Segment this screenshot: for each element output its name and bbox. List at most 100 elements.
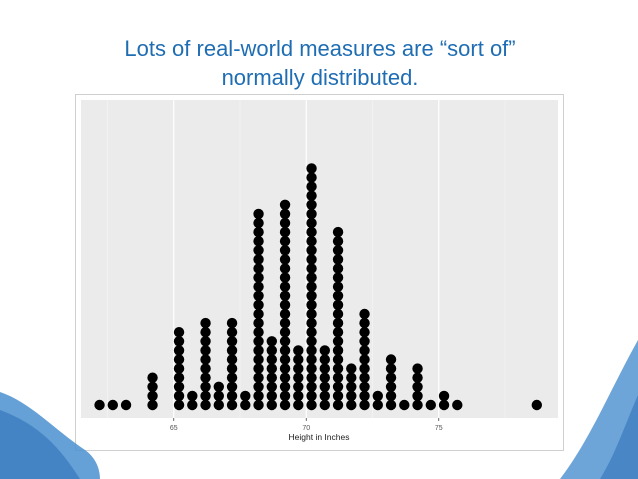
- data-dot: [306, 299, 317, 311]
- data-dot: [253, 381, 264, 392]
- data-dot: [253, 390, 264, 402]
- data-dot: [412, 363, 423, 374]
- data-dot: [332, 372, 344, 383]
- data-dot: [306, 226, 317, 238]
- data-dot: [173, 345, 185, 356]
- data-dot: [253, 290, 264, 301]
- data-dot: [279, 281, 291, 292]
- slide-title: Lots of real-world measures are “sort of…: [40, 34, 600, 92]
- data-dot: [359, 381, 370, 392]
- data-dot: [425, 399, 436, 411]
- data-dot: [266, 372, 277, 383]
- data-dot: [332, 254, 344, 265]
- data-dot: [306, 208, 317, 220]
- data-dot: [346, 363, 357, 374]
- data-dot: [293, 399, 304, 411]
- data-dot: [279, 327, 291, 338]
- data-dot: [319, 399, 330, 411]
- data-dot: [332, 226, 344, 238]
- data-dot: [173, 363, 185, 374]
- data-dot: [306, 354, 317, 365]
- data-dot: [173, 354, 185, 365]
- data-dot: [385, 399, 397, 411]
- data-dot: [279, 226, 291, 238]
- data-dot: [226, 336, 238, 347]
- data-dot: [253, 345, 264, 356]
- data-dot: [279, 317, 291, 329]
- data-dot: [253, 336, 264, 347]
- data-dot: [266, 381, 277, 392]
- data-dot: [306, 399, 317, 411]
- data-dot: [253, 317, 264, 329]
- data-dot: [279, 354, 291, 365]
- data-dot: [200, 363, 211, 374]
- data-dot: [279, 208, 291, 220]
- data-dot: [279, 381, 291, 392]
- data-dot: [213, 381, 224, 392]
- data-dot: [213, 399, 224, 411]
- data-dot: [306, 363, 317, 374]
- data-dot: [359, 399, 370, 411]
- data-dot: [240, 390, 251, 402]
- data-dot: [332, 336, 344, 347]
- data-dot: [319, 372, 330, 383]
- data-dot: [253, 327, 264, 338]
- data-dot: [226, 372, 238, 383]
- data-dot: [306, 281, 317, 292]
- data-dot: [279, 390, 291, 402]
- data-dot: [332, 317, 344, 329]
- data-dot: [266, 399, 277, 411]
- data-dot: [438, 390, 450, 402]
- data-dot: [226, 354, 238, 365]
- data-dot: [346, 390, 357, 402]
- data-dot: [306, 345, 317, 356]
- data-dot: [147, 381, 158, 392]
- data-dot: [332, 363, 344, 374]
- data-dot: [253, 226, 264, 238]
- data-dot: [332, 354, 344, 365]
- data-dot: [226, 363, 238, 374]
- data-dot: [279, 199, 291, 210]
- data-dot: [253, 263, 264, 274]
- data-dot: [346, 381, 357, 392]
- data-dot: [253, 272, 264, 283]
- data-dot: [266, 363, 277, 374]
- data-dot: [306, 290, 317, 301]
- data-dot: [332, 281, 344, 292]
- data-dot: [319, 345, 330, 356]
- data-dot: [306, 245, 317, 256]
- data-dot: [359, 336, 370, 347]
- data-dot: [94, 399, 105, 411]
- x-axis: 65 70 75: [170, 418, 443, 432]
- data-dot: [293, 345, 304, 356]
- data-dot: [266, 390, 277, 402]
- data-dot: [306, 254, 317, 265]
- data-dot: [306, 327, 317, 338]
- data-dot: [279, 245, 291, 256]
- data-dot: [279, 308, 291, 320]
- data-dot: [319, 381, 330, 392]
- data-dot: [372, 399, 383, 411]
- data-dot: [306, 272, 317, 283]
- data-dot: [187, 390, 198, 402]
- data-dot: [306, 163, 317, 174]
- x-tick-label: 75: [435, 425, 443, 432]
- data-dot: [306, 181, 317, 192]
- data-dot: [306, 236, 317, 247]
- data-dot: [438, 399, 450, 411]
- data-dot: [253, 245, 264, 256]
- grid-lines: [107, 100, 506, 418]
- data-dot: [147, 372, 158, 383]
- data-dot: [332, 299, 344, 311]
- slide-title-line-1: Lots of real-world measures are “sort of…: [124, 36, 516, 61]
- data-dot: [332, 381, 344, 392]
- data-dot: [253, 354, 264, 365]
- data-dot: [385, 390, 397, 402]
- data-dot: [359, 317, 370, 329]
- data-dot: [385, 363, 397, 374]
- data-dot: [332, 327, 344, 338]
- data-dot: [452, 399, 463, 411]
- slide-title-line-2: normally distributed.: [221, 65, 419, 90]
- data-dot: [412, 390, 423, 402]
- data-dot: [226, 399, 238, 411]
